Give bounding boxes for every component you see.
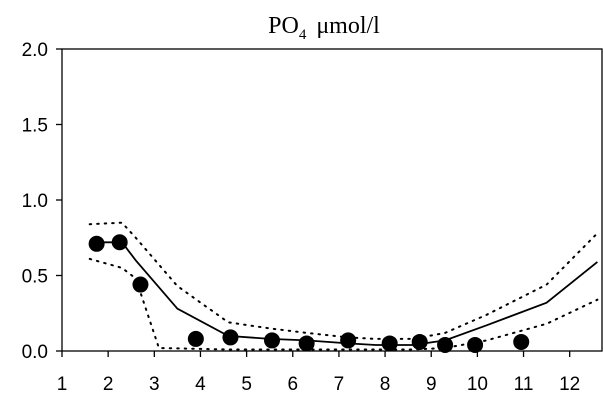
y-tick-label: 1.0: [22, 191, 48, 212]
y-tick-label: 2.0: [22, 40, 48, 61]
x-tick-label: 2: [103, 374, 114, 395]
data-point: [298, 335, 315, 352]
data-point: [187, 330, 204, 347]
y-tick-label: 0.0: [22, 342, 48, 363]
x-tick-label: 4: [195, 374, 206, 395]
data-point: [132, 276, 149, 293]
x-tick-label: 7: [334, 374, 345, 395]
x-tick-label: 10: [467, 374, 488, 395]
x-tick-label: 12: [559, 374, 580, 395]
bound-line-2: [88, 257, 599, 351]
x-tick-label: 1: [57, 374, 68, 395]
mean-line: [89, 241, 598, 346]
data-point: [467, 336, 484, 353]
chart-title-unit: μmol/l: [316, 13, 380, 39]
x-tick-label: 6: [287, 374, 298, 395]
data-point: [411, 333, 428, 350]
chart-title-main: PO: [268, 13, 299, 39]
data-point: [437, 336, 454, 353]
chart-title: PO4 μmol/l: [268, 13, 380, 43]
bound-line-1: [88, 221, 599, 340]
plot-frame: [61, 48, 603, 352]
chart-title-subscript: 4: [299, 27, 307, 43]
y-tick-label: 0.5: [22, 267, 48, 288]
data-point: [340, 332, 357, 349]
data-point: [264, 332, 280, 349]
data-point: [222, 329, 239, 346]
x-tick-label: 11: [514, 374, 534, 395]
y-tick-label: 1.5: [22, 116, 48, 137]
x-tick-label: 9: [426, 374, 437, 395]
chart-marks: [88, 221, 599, 353]
x-tick-label: 8: [380, 374, 391, 395]
data-point: [88, 235, 105, 252]
x-tick-label: 5: [241, 374, 252, 395]
data-point: [381, 335, 398, 352]
x-tick-label: 3: [149, 374, 160, 395]
data-point: [111, 234, 128, 251]
data-point: [513, 333, 530, 350]
axes: 1 2 3 4 5 6 7 8 9 10 11 120.00.51.01.52.0: [22, 40, 581, 395]
